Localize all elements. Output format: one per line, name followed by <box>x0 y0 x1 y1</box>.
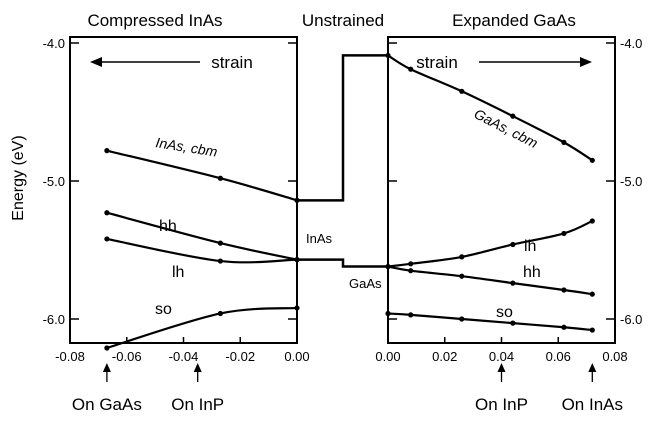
left-series-point-0 <box>217 175 223 181</box>
left-strain-text: strain <box>211 53 253 72</box>
left-series-point-0 <box>104 148 110 154</box>
right-series-point-2 <box>589 291 595 297</box>
right-series-point-3 <box>561 324 567 330</box>
left-marker-arrowhead-icon <box>193 363 202 372</box>
right-strain-annotation: strain <box>416 53 592 72</box>
right-marker-label: On InAs <box>562 395 623 414</box>
right-series-line-0 <box>387 54 593 162</box>
right-series-point-1 <box>561 230 567 237</box>
right-series-point-1 <box>589 218 595 224</box>
right-panel-frame <box>387 36 616 344</box>
right-strain-text: strain <box>416 53 458 72</box>
left-y-tick-label: -5.0 <box>43 174 65 189</box>
right-curves <box>385 52 595 333</box>
left-series-point-3 <box>294 305 300 311</box>
right-ticks: 0.00 0.02 0.04 0.06 0.08 -4.0 -5.0 -6.0 <box>375 36 642 364</box>
left-marker-arrowhead-icon <box>102 363 111 372</box>
left-series-point-2 <box>217 258 223 264</box>
right-x-tick-label: 0.02 <box>432 349 457 364</box>
left-marker-label: On InP <box>171 395 224 414</box>
left-x-tick-label: -0.08 <box>55 349 85 364</box>
left-series-point-2 <box>104 236 110 242</box>
right-panel-title: Expanded GaAs <box>452 11 576 30</box>
left-x-tick-label: -0.02 <box>225 349 255 364</box>
label-unstrained-gaas: GaAs <box>349 276 382 291</box>
right-series-line-3 <box>387 312 593 332</box>
right-x-tick-label: 0.04 <box>489 349 514 364</box>
right-series-point-0 <box>561 139 567 145</box>
unstrained-valence-band <box>297 258 388 268</box>
left-series-line-0 <box>106 149 298 202</box>
left-series-line-1 <box>106 211 298 261</box>
right-series-point-2 <box>408 268 414 274</box>
right-series-point-3 <box>385 310 391 317</box>
right-x-tick-label: 0.08 <box>602 349 627 364</box>
left-series-point-3 <box>104 345 110 351</box>
right-marker-label: On InP <box>475 395 528 414</box>
right-series-point-3 <box>408 312 414 318</box>
left-curves <box>104 148 300 351</box>
left-marker-label: On GaAs <box>72 395 142 414</box>
right-marker-arrowhead-icon <box>588 363 597 372</box>
left-x-tick-label: -0.06 <box>112 349 142 364</box>
right-series-point-2 <box>459 273 465 279</box>
right-series-point-2 <box>561 287 567 293</box>
right-marker-arrowhead-icon <box>497 363 506 372</box>
left-panel-title: Compressed InAs <box>87 11 222 30</box>
right-series-point-1 <box>408 261 414 267</box>
left-x-tick-label: -0.04 <box>169 349 199 364</box>
right-y-tick-label: -6.0 <box>620 312 642 327</box>
middle-levels <box>297 54 388 268</box>
substrate-markers: On GaAs On InP On InP On InAs <box>72 363 623 414</box>
label-left-hh: hh <box>159 218 177 235</box>
label-right-lh: lh <box>524 238 536 255</box>
right-series-point-0 <box>510 113 516 119</box>
right-x-tick-label: 0.00 <box>375 349 400 364</box>
label-inas-cbm: InAs, cbm <box>155 134 219 160</box>
label-left-lh: lh <box>172 264 184 281</box>
middle-panel-title: Unstrained <box>302 11 384 30</box>
right-series-point-0 <box>589 157 595 163</box>
left-y-tick-label: -4.0 <box>43 36 65 51</box>
left-series-point-1 <box>217 240 223 246</box>
left-series-line-3 <box>106 306 298 350</box>
left-ticks: -0.08 -0.06 -0.04 -0.02 0.00 -4.0 -5.0 -6.0 <box>43 36 310 364</box>
right-series-point-2 <box>510 280 516 286</box>
left-strain-annotation: strain <box>90 53 253 72</box>
left-series-line-2 <box>106 237 298 264</box>
right-series-point-3 <box>589 327 595 333</box>
right-x-tick-label: 0.06 <box>546 349 571 364</box>
label-right-so: so <box>496 304 513 321</box>
label-unstrained-inas: InAs <box>306 231 333 246</box>
right-y-tick-label: -5.0 <box>620 174 642 189</box>
right-series-line-1 <box>387 220 593 268</box>
right-series-line-2 <box>387 265 593 296</box>
right-series-point-3 <box>459 316 465 322</box>
y-axis-label: Energy (eV) <box>10 135 27 220</box>
left-y-tick-label: -6.0 <box>43 312 65 327</box>
right-series-point-1 <box>459 254 465 260</box>
left-series-point-3 <box>217 310 223 317</box>
right-series-point-0 <box>459 88 465 94</box>
left-strain-arrowhead-icon <box>90 57 102 67</box>
label-left-so: so <box>155 301 172 318</box>
unstrained-conduction-band <box>297 54 388 202</box>
right-series-point-3 <box>510 320 516 326</box>
left-x-tick-label: 0.00 <box>284 349 309 364</box>
left-series-point-1 <box>104 210 110 216</box>
right-y-tick-label: -4.0 <box>620 36 642 51</box>
right-strain-arrowhead-icon <box>580 57 592 67</box>
right-series-point-0 <box>408 66 414 72</box>
label-right-hh: hh <box>523 264 541 281</box>
right-series-point-1 <box>510 241 516 248</box>
